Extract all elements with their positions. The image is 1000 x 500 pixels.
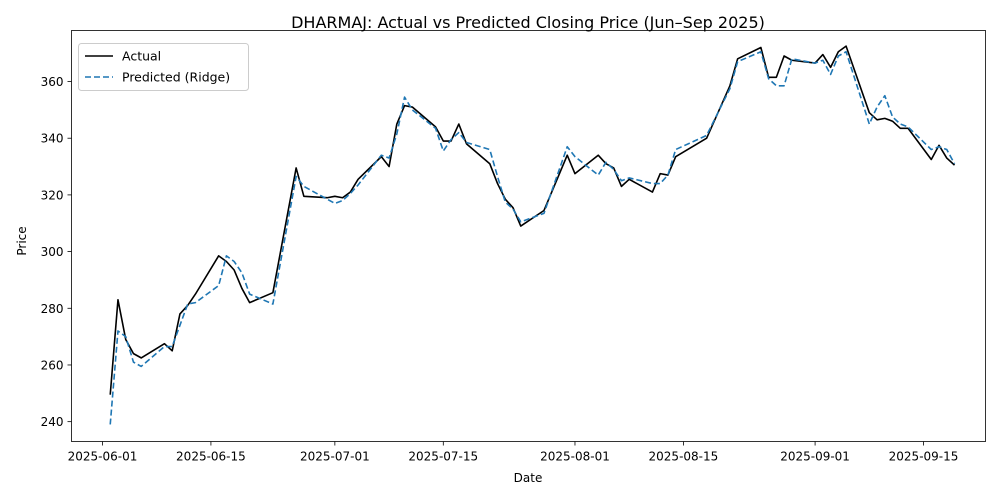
- y-axis: 240 260 280 300 320 340 360: [41, 75, 72, 429]
- x-tick-label: 2025-06-15: [176, 450, 246, 464]
- x-axis-label: Date: [514, 471, 543, 485]
- series-layer: [109, 45, 956, 425]
- x-axis: 2025-06-01 2025-06-15 2025-07-01 2025-07-15…: [68, 441, 959, 464]
- x-tick-label: 2025-07-01: [300, 450, 370, 464]
- plot-area: [71, 30, 986, 442]
- legend: Actual Predicted (Ridge): [78, 43, 249, 91]
- y-tick-label: 300: [41, 245, 64, 259]
- plot-frame: [71, 30, 986, 442]
- legend-box: [78, 43, 249, 91]
- x-tick-label: 2025-08-15: [649, 450, 719, 464]
- x-tick-label: 2025-07-15: [408, 450, 478, 464]
- y-tick-label: 340: [41, 132, 64, 146]
- y-axis-label: Price: [15, 226, 29, 255]
- y-tick-label: 240: [41, 415, 64, 429]
- x-tick-label: 2025-09-15: [889, 450, 959, 464]
- x-tick-label: 2025-08-01: [540, 450, 610, 464]
- x-tick-label: 2025-09-01: [780, 450, 850, 464]
- y-tick-label: 260: [41, 358, 64, 372]
- y-tick-label: 360: [41, 75, 64, 89]
- legend-label-actual: Actual: [122, 49, 161, 64]
- y-tick-label: 320: [41, 188, 64, 202]
- legend-label-predicted: Predicted (Ridge): [122, 70, 230, 85]
- x-tick-label: 2025-06-01: [68, 450, 138, 464]
- chart-title: DHARMAJ: Actual vs Predicted Closing Pri…: [291, 13, 765, 32]
- y-tick-label: 280: [41, 302, 64, 316]
- series-line-predicted: [109, 50, 956, 425]
- series-line-actual: [109, 45, 956, 395]
